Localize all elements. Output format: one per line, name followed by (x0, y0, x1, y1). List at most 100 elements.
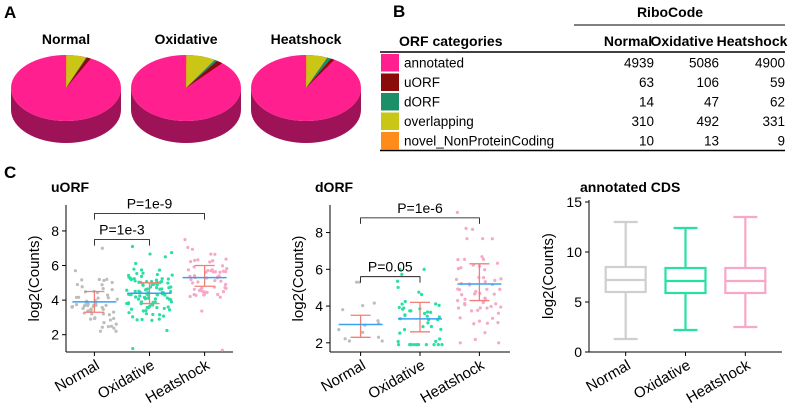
pie-side (11, 88, 121, 143)
data-point (93, 316, 97, 320)
data-point (464, 226, 468, 231)
data-point (458, 341, 462, 345)
data-point (493, 278, 497, 283)
data-point (434, 339, 438, 343)
data-point (213, 278, 217, 283)
data-point (196, 280, 200, 284)
data-point (499, 305, 503, 309)
table-swatch-annotated (381, 54, 399, 72)
table-cell: 59 (770, 75, 785, 90)
data-point (402, 328, 407, 332)
data-point (183, 237, 187, 242)
data-point (481, 257, 486, 261)
data-point (205, 290, 209, 294)
data-point (192, 292, 196, 297)
pie-slice-overlapping (306, 55, 328, 88)
data-point (426, 321, 430, 325)
data-point (481, 237, 485, 241)
data-point (202, 290, 206, 294)
panel-label-a: A (4, 3, 16, 22)
data-point (211, 259, 215, 263)
data-point (169, 298, 173, 302)
table-swatch-novel (381, 132, 399, 150)
y-axis-label: log2(Counts) (290, 236, 307, 322)
data-point (213, 252, 217, 256)
table-row-label: dORF (404, 95, 440, 110)
data-point (221, 290, 226, 294)
table-cell: 4900 (755, 56, 785, 71)
table-row-label: novel_NonProteinCoding (404, 134, 554, 149)
data-point (151, 312, 155, 317)
data-point (454, 277, 459, 282)
data-point (135, 271, 139, 276)
data-point (476, 308, 480, 312)
comparison-label: P=1e-9 (127, 196, 173, 212)
data-point (403, 313, 407, 317)
data-point (456, 298, 460, 303)
data-point (153, 300, 157, 304)
data-point (218, 270, 222, 274)
data-point (165, 296, 169, 300)
data-point (496, 311, 501, 315)
data-point (189, 260, 193, 264)
data-point (114, 322, 118, 326)
data-point (455, 210, 459, 214)
annotated-cds-plot: annotated CDS 0 5 10 15 log2(Counts) NormalOxi… (540, 179, 782, 407)
data-point (129, 277, 133, 282)
table-row-label: annotated (404, 56, 464, 71)
data-point (209, 269, 213, 273)
data-point (437, 315, 441, 319)
data-point (97, 277, 101, 282)
data-point (192, 287, 196, 291)
table-group-header: RiboCode (637, 4, 703, 20)
data-point (144, 308, 148, 313)
data-point (80, 285, 84, 289)
data-point (135, 318, 139, 322)
y-tick-label: 8 (51, 223, 59, 239)
data-point (485, 287, 489, 291)
data-point (347, 339, 352, 343)
data-point (485, 306, 489, 310)
data-point (153, 297, 158, 301)
dorf-plot: dORF2468log2(Counts)NormalOxidativeHeats… (290, 179, 510, 407)
y-tick-label: 8 (315, 225, 323, 241)
data-point (106, 293, 110, 297)
data-point (145, 287, 150, 291)
data-point (127, 311, 131, 315)
data-point (170, 250, 174, 255)
y-axis-label: log2(Counts) (540, 233, 557, 319)
table-col-header: Oxidative (650, 33, 713, 49)
data-point (343, 337, 347, 341)
y-tick-label: 5 (574, 294, 582, 310)
uorf-plot: uORF2468log2(Counts)NormalOxidativeHeats… (26, 179, 233, 407)
pie-slice-dORF (186, 59, 218, 88)
x-tick-label: Heatshock (143, 356, 213, 406)
data-point (489, 304, 493, 309)
plot-title: dORF (315, 179, 354, 195)
table-col-header: Heatshock (717, 33, 788, 49)
data-point (403, 299, 407, 304)
data-point (218, 295, 222, 299)
data-point (140, 317, 144, 322)
x-tick-label: Heatshock (418, 356, 488, 406)
x-tick-label: Heatshock (683, 356, 753, 406)
data-point (132, 277, 136, 281)
data-point (376, 335, 381, 339)
data-point (134, 295, 138, 299)
data-point (139, 300, 144, 304)
data-point (337, 327, 341, 332)
data-point (134, 261, 138, 266)
data-point (157, 313, 162, 317)
data-point (189, 278, 193, 282)
data-point (158, 287, 162, 291)
data-point (473, 337, 477, 342)
data-point (490, 237, 494, 241)
y-tick-label: 0 (574, 344, 582, 360)
data-point (125, 288, 129, 292)
data-point (169, 290, 173, 294)
data-point (463, 297, 467, 301)
data-point (401, 307, 405, 311)
data-point (465, 237, 469, 241)
